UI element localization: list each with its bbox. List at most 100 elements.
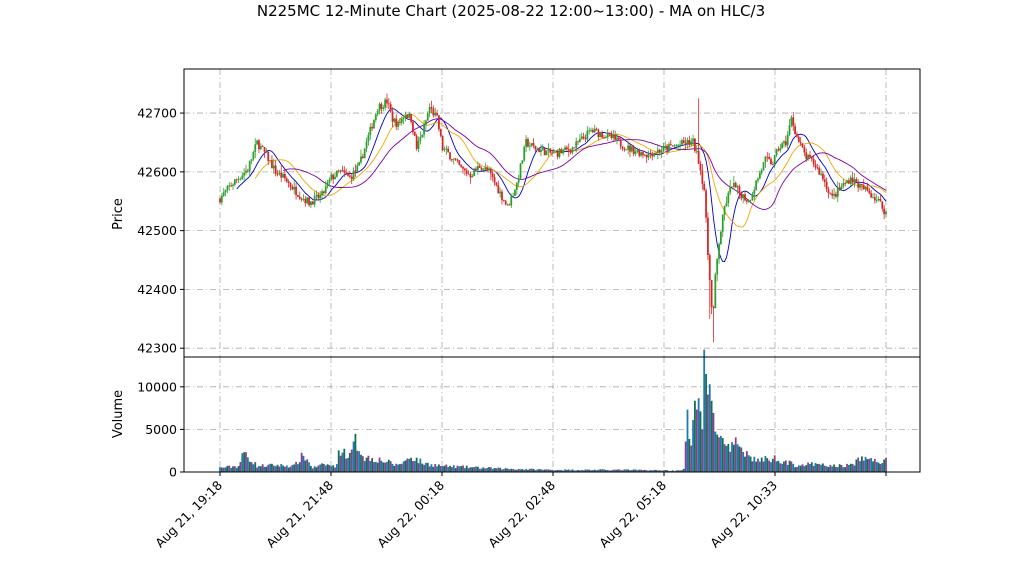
volume-bar bbox=[586, 469, 589, 472]
volume-bar bbox=[788, 460, 791, 472]
candle-body bbox=[233, 179, 236, 185]
candle-body bbox=[347, 173, 349, 176]
candle-body bbox=[792, 117, 795, 127]
volume-bar bbox=[230, 467, 233, 472]
volume-bar bbox=[259, 466, 262, 472]
candle-body bbox=[560, 149, 563, 154]
candle-body bbox=[523, 146, 526, 161]
candle-body bbox=[554, 152, 557, 154]
volume-bar bbox=[740, 447, 743, 472]
candle-body bbox=[775, 149, 778, 156]
volume-bar bbox=[233, 466, 236, 472]
volume-bar bbox=[222, 467, 225, 472]
volume-bar bbox=[629, 470, 631, 472]
volume-bar bbox=[410, 457, 412, 472]
candle-body bbox=[603, 137, 605, 139]
candle-body bbox=[595, 128, 598, 130]
volume-bar bbox=[246, 457, 249, 472]
candle-body bbox=[361, 156, 364, 159]
candle-body bbox=[738, 186, 741, 193]
volume-bar bbox=[254, 462, 257, 472]
volume-bar bbox=[371, 458, 374, 472]
price-y-axis: 42300 42400 42500 42600 42700 bbox=[137, 106, 184, 356]
candle-body bbox=[868, 190, 871, 194]
candle-body bbox=[254, 144, 257, 152]
candle-body bbox=[228, 185, 231, 187]
candle-body bbox=[514, 189, 516, 196]
volume-bar bbox=[621, 470, 624, 472]
candle-body bbox=[655, 152, 657, 154]
volume-bar bbox=[482, 467, 485, 472]
candle-body bbox=[465, 170, 468, 174]
volume-bar bbox=[847, 464, 850, 472]
volume-bar bbox=[488, 467, 490, 472]
volume-bar bbox=[248, 461, 251, 472]
candle-body bbox=[567, 149, 570, 151]
candle-body bbox=[556, 152, 559, 157]
candle-body bbox=[287, 181, 290, 184]
candle-body bbox=[504, 200, 507, 205]
volume-bar bbox=[796, 466, 798, 472]
candle-body bbox=[417, 140, 420, 149]
candle-body bbox=[697, 150, 700, 164]
volume-bar bbox=[295, 461, 297, 472]
volume-bar bbox=[729, 451, 732, 472]
volume-bar bbox=[332, 465, 335, 472]
candle-body bbox=[647, 152, 650, 158]
volume-bar bbox=[606, 470, 609, 472]
volume-bar bbox=[694, 400, 696, 472]
volume-bar bbox=[736, 444, 739, 472]
candle-body bbox=[814, 164, 817, 168]
volume-bar bbox=[532, 468, 535, 472]
candle-body bbox=[630, 146, 633, 152]
candle-body bbox=[538, 148, 540, 153]
volume-bar bbox=[781, 463, 784, 472]
volume-bar bbox=[523, 469, 526, 472]
volume-bar bbox=[742, 451, 745, 472]
volume-bar bbox=[274, 466, 277, 472]
candle-body bbox=[248, 161, 251, 171]
candle-body bbox=[599, 132, 602, 138]
volume-bar bbox=[497, 467, 500, 472]
volume-bar bbox=[684, 441, 687, 472]
x-tick-label: Aug 22, 10:33 bbox=[707, 478, 780, 551]
volume-bar bbox=[302, 455, 305, 472]
candle-body bbox=[530, 143, 533, 146]
candle-body bbox=[859, 184, 861, 188]
volume-bar bbox=[835, 466, 837, 472]
volume-bar bbox=[797, 465, 800, 472]
candle-body bbox=[679, 144, 681, 146]
volume-bar bbox=[558, 469, 561, 472]
x-tick-label: Aug 21, 19:18 bbox=[152, 477, 225, 550]
volume-bar bbox=[395, 463, 398, 472]
candle-body bbox=[608, 132, 611, 134]
volume-bar bbox=[306, 459, 309, 472]
volume-bar bbox=[758, 461, 761, 472]
volume-bar bbox=[369, 460, 372, 472]
candle-body bbox=[790, 117, 793, 126]
volume-bar bbox=[679, 470, 681, 472]
volume-bar bbox=[873, 458, 876, 472]
volume-bar bbox=[399, 464, 401, 472]
volume-bar bbox=[816, 463, 819, 472]
candle-body bbox=[508, 204, 511, 206]
volume-bar bbox=[849, 463, 852, 472]
candle-body bbox=[783, 141, 785, 144]
price-gridlines bbox=[184, 69, 920, 357]
volume-bar bbox=[580, 469, 583, 472]
candle-body bbox=[736, 186, 739, 188]
volume-bar bbox=[697, 398, 700, 472]
volume-bar bbox=[844, 467, 847, 472]
candle-body bbox=[796, 134, 798, 137]
candle-body bbox=[649, 152, 652, 154]
moving-average-lines bbox=[236, 108, 887, 262]
volume-bar bbox=[245, 452, 247, 472]
volume-bar bbox=[358, 451, 361, 472]
candle-body bbox=[488, 168, 490, 171]
candle-body bbox=[744, 194, 746, 201]
volume-bar bbox=[666, 470, 668, 472]
candle-body bbox=[345, 172, 348, 174]
volume-bar bbox=[415, 457, 418, 472]
volume-bar bbox=[764, 455, 767, 472]
volume-bar bbox=[380, 460, 383, 472]
